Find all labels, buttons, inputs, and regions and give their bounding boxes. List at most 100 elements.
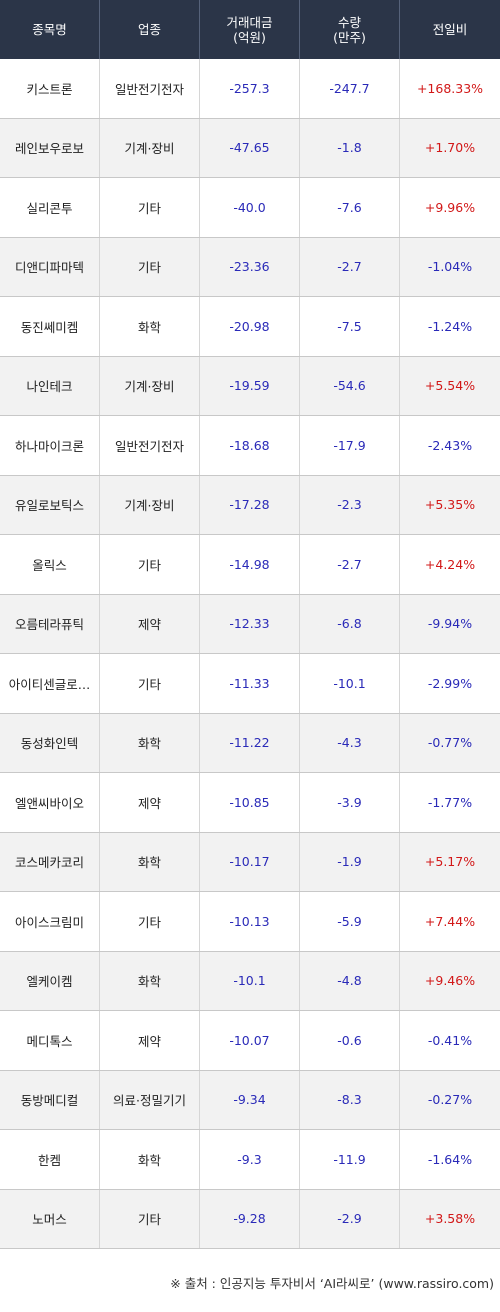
- table-row: 실리콘투 기타 -40.0 -7.6 +9.96%: [0, 178, 500, 238]
- cell-volume: -4.3: [300, 713, 400, 772]
- cell-volume: -17.9: [300, 416, 400, 475]
- header-volume-line2: (만주): [333, 29, 366, 45]
- header-volume-line1: 수량: [337, 14, 361, 30]
- cell-volume: -11.9: [300, 1130, 400, 1189]
- cell-trade-amount: -9.28: [200, 1189, 300, 1248]
- cell-name: 동성화인텍: [0, 713, 100, 772]
- cell-change: -1.24%: [427, 318, 473, 334]
- cell-trade-amount: -23.36: [200, 237, 300, 296]
- cell-change: +5.17%: [424, 854, 476, 870]
- header-volume: 수량 (만주): [300, 0, 400, 59]
- cell-trade-amount: -18.68: [200, 416, 300, 475]
- cell-trade-amount: -10.17: [200, 832, 300, 891]
- cell-volume: -1.8: [300, 118, 400, 177]
- cell-trade-amount: -10.85: [200, 773, 300, 832]
- table-row: 오름테라퓨틱 제약 -12.33 -6.8 -9.94%: [0, 594, 500, 654]
- cell-name: 하나마이크론: [0, 416, 100, 475]
- cell-change: +1.70%: [424, 140, 476, 156]
- cell-change: -1.64%: [427, 1151, 473, 1167]
- table-row: 올릭스 기타 -14.98 -2.7 +4.24%: [0, 535, 500, 595]
- table-row: 동성화인텍 화학 -11.22 -4.3 -0.77%: [0, 713, 500, 773]
- table-row: 한켐 화학 -9.3 -11.9 -1.64%: [0, 1130, 500, 1190]
- table-row: 하나마이크론 일반전기전자 -18.68 -17.9 -2.43%: [0, 416, 500, 476]
- cell-sector: 의료·정밀기기: [100, 1070, 200, 1129]
- cell-trade-amount: -19.59: [200, 356, 300, 415]
- cell-name: 아이티센글로…: [0, 654, 100, 713]
- cell-sector: 일반전기전자: [100, 416, 200, 475]
- cell-change: +3.58%: [424, 1211, 476, 1227]
- table-row: 나인테크 기계·장비 -19.59 -54.6 +5.54%: [0, 356, 500, 416]
- header-trade-amount-line1: 거래대금: [226, 14, 273, 30]
- cell-change: +9.46%: [424, 973, 476, 989]
- cell-volume: -2.3: [300, 475, 400, 534]
- cell-volume: -2.9: [300, 1189, 400, 1248]
- cell-volume: -2.7: [300, 535, 400, 594]
- cell-trade-amount: -40.0: [200, 178, 300, 237]
- cell-change: -2.43%: [427, 437, 473, 453]
- cell-name: 실리콘투: [0, 178, 100, 237]
- cell-name: 나인테크: [0, 356, 100, 415]
- cell-volume: -1.9: [300, 832, 400, 891]
- table-row: 동방메디컬 의료·정밀기기 -9.34 -8.3 -0.27%: [0, 1070, 500, 1130]
- table-body: 키스트론 일반전기전자 -257.3 -247.7 +168.33% 레인보우로보 기계·장…: [0, 59, 500, 1249]
- cell-trade-amount: -11.33: [200, 654, 300, 713]
- cell-volume: -8.3: [300, 1070, 400, 1129]
- table-row: 아이티센글로… 기타 -11.33 -10.1 -2.99%: [0, 654, 500, 714]
- cell-change: -0.27%: [427, 1092, 473, 1108]
- cell-sector: 기계·장비: [100, 356, 200, 415]
- cell-sector: 기타: [100, 178, 200, 237]
- cell-sector: 제약: [100, 773, 200, 832]
- table-row: 아이스크림미 기타 -10.13 -5.9 +7.44%: [0, 892, 500, 952]
- cell-trade-amount: -47.65: [200, 118, 300, 177]
- table-header: 종목명 업종 거래대금 (억원) 수량 (만주) 전일비: [0, 0, 500, 59]
- cell-name: 엘케이켐: [0, 951, 100, 1010]
- cell-trade-amount: -9.3: [200, 1130, 300, 1189]
- cell-name: 동방메디컬: [0, 1070, 100, 1129]
- cell-trade-amount: -10.13: [200, 892, 300, 951]
- cell-volume: -7.5: [300, 297, 400, 356]
- cell-name: 아이스크림미: [0, 892, 100, 951]
- cell-trade-amount: -257.3: [200, 59, 300, 118]
- cell-sector: 기타: [100, 892, 200, 951]
- cell-volume: -4.8: [300, 951, 400, 1010]
- cell-sector: 화학: [100, 951, 200, 1010]
- table-row: 동진쎄미켐 화학 -20.98 -7.5 -1.24%: [0, 297, 500, 357]
- cell-name: 엘앤씨바이오: [0, 773, 100, 832]
- cell-sector: 제약: [100, 1011, 200, 1070]
- table-row: 유일로보틱스 기계·장비 -17.28 -2.3 +5.35%: [0, 475, 500, 535]
- cell-name: 유일로보틱스: [0, 475, 100, 534]
- cell-trade-amount: -10.1: [200, 951, 300, 1010]
- cell-volume: -247.7: [300, 59, 400, 118]
- table-row: 코스메카코리 화학 -10.17 -1.9 +5.17%: [0, 832, 500, 892]
- cell-sector: 기타: [100, 535, 200, 594]
- cell-name: 오름테라퓨틱: [0, 594, 100, 653]
- cell-change: +5.54%: [424, 378, 476, 394]
- header-sector: 업종: [100, 0, 200, 59]
- stock-table: 종목명 업종 거래대금 (억원) 수량 (만주) 전일비 키스트론 일반전기전자 -25…: [0, 0, 500, 1249]
- cell-trade-amount: -17.28: [200, 475, 300, 534]
- cell-sector: 기계·장비: [100, 475, 200, 534]
- cell-volume: -2.7: [300, 237, 400, 296]
- table-row: 키스트론 일반전기전자 -257.3 -247.7 +168.33%: [0, 59, 500, 119]
- table-row: 노머스 기타 -9.28 -2.9 +3.58%: [0, 1189, 500, 1249]
- cell-sector: 기타: [100, 237, 200, 296]
- cell-change: -0.41%: [427, 1032, 473, 1048]
- cell-trade-amount: -12.33: [200, 594, 300, 653]
- cell-change: +168.33%: [416, 80, 484, 96]
- cell-change: +9.96%: [424, 199, 476, 215]
- table-row: 엘앤씨바이오 제약 -10.85 -3.9 -1.77%: [0, 773, 500, 833]
- cell-volume: -6.8: [300, 594, 400, 653]
- cell-change: +4.24%: [424, 556, 476, 572]
- cell-sector: 일반전기전자: [100, 59, 200, 118]
- cell-sector: 기타: [100, 1189, 200, 1248]
- cell-trade-amount: -10.07: [200, 1011, 300, 1070]
- cell-name: 메디톡스: [0, 1011, 100, 1070]
- cell-sector: 화학: [100, 1130, 200, 1189]
- cell-change: -2.99%: [427, 675, 473, 691]
- cell-name: 키스트론: [0, 59, 100, 118]
- cell-name: 동진쎄미켐: [0, 297, 100, 356]
- table-row: 디앤디파마텍 기타 -23.36 -2.7 -1.04%: [0, 237, 500, 297]
- header-change: 전일비: [432, 22, 468, 37]
- source-footer: ※ 출처 : 인공지능 투자비서 ‘AI라씨로’ (www.rassiro.co…: [170, 1275, 494, 1291]
- cell-trade-amount: -9.34: [200, 1070, 300, 1129]
